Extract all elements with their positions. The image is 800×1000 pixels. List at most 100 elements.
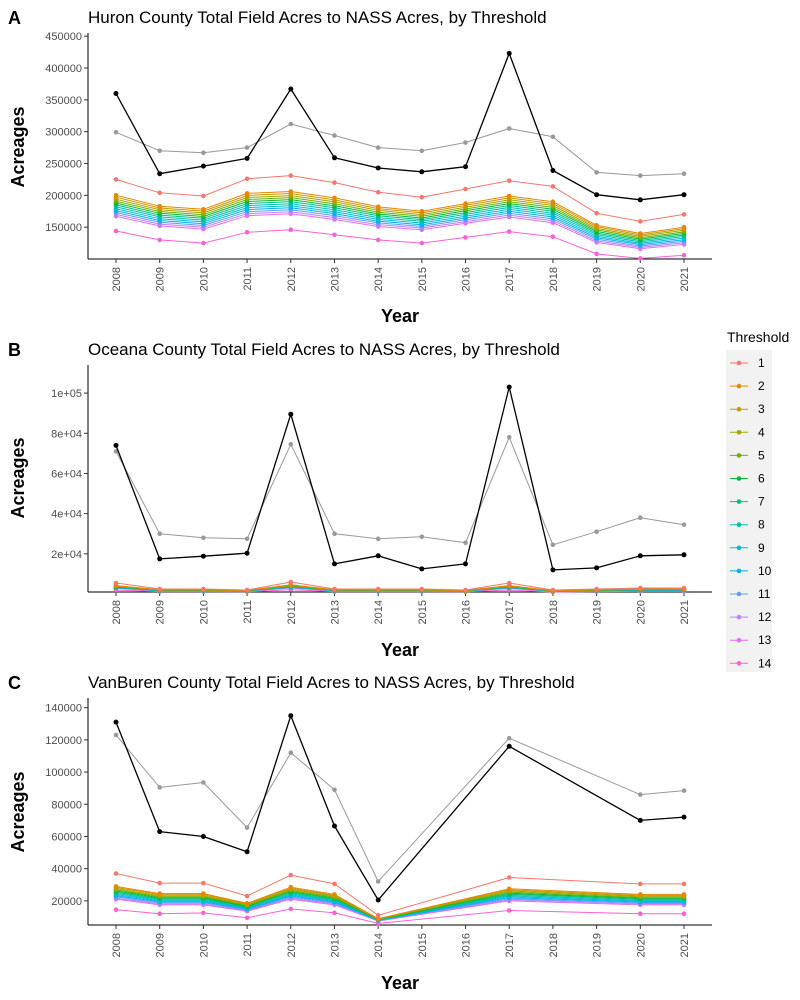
threshold-2-series-point: [201, 891, 206, 896]
x-tick-label: 2012: [286, 267, 298, 291]
gray-series-point: [288, 750, 294, 755]
black-series-point: [332, 561, 337, 567]
x-tick-label: 2010: [198, 267, 210, 291]
threshold-1-series-point: [506, 875, 512, 880]
threshold-2-series-line: [115, 885, 684, 920]
gray-series-point: [157, 785, 162, 790]
black-series-point: [332, 823, 337, 829]
legend-key-point: [736, 637, 742, 643]
legend-key-point: [736, 499, 742, 504]
x-tick-label: 2019: [592, 267, 604, 291]
threshold-1-series-point: [550, 587, 556, 593]
black-series-point: [419, 169, 425, 175]
y-tick-label: 6e+04: [51, 468, 82, 480]
gray-series-point: [201, 150, 206, 155]
black-series-point: [550, 168, 556, 173]
gray-series-line: [115, 734, 685, 882]
black-series-point: [681, 552, 687, 558]
black-series-line: [115, 715, 685, 901]
x-tick-label: 2010: [198, 933, 210, 957]
threshold-1-series-point: [681, 585, 687, 591]
threshold-14-series-point: [638, 911, 643, 916]
black-series-point: [200, 834, 206, 839]
threshold-9-series-line: [115, 205, 685, 244]
x-tick-label: 2018: [548, 933, 560, 957]
y-axis-label-huron: Acreages: [8, 106, 28, 187]
legend-key-point: [736, 568, 742, 574]
black-series-point: [375, 165, 381, 171]
threshold-2-series-point: [550, 199, 556, 204]
gray-series-point: [332, 133, 337, 138]
gray-series-point: [375, 879, 381, 884]
threshold-2-series-point: [288, 189, 294, 194]
black-series: [113, 50, 687, 203]
x-tick-label: 2016: [461, 600, 473, 624]
gray-series: [113, 121, 687, 178]
threshold-8-series-line: [115, 892, 684, 921]
threshold-2-series-point: [113, 193, 119, 198]
x-tick-label: 2018: [548, 600, 560, 624]
threshold-1-series-point: [288, 173, 294, 178]
gray-series-point: [419, 534, 425, 540]
threshold-2-series-point: [244, 901, 250, 906]
threshold-14-series-point: [157, 911, 162, 916]
x-tick-label: 2021: [679, 933, 691, 957]
threshold-14-series-point: [157, 237, 162, 243]
threshold-2-series: [113, 884, 687, 921]
x-tick-label: 2011: [242, 933, 254, 957]
threshold-1-series-point: [463, 587, 468, 593]
x-tick-label: 2015: [417, 600, 429, 624]
threshold-2-series-point: [506, 193, 512, 199]
x-tick-label: 2015: [417, 267, 429, 291]
x-tick-label: 2017: [504, 600, 516, 624]
threshold-12-series-line: [115, 897, 684, 922]
legend-entry-label: 9: [758, 541, 765, 555]
threshold-5-series-line: [115, 889, 684, 920]
threshold-1-series-point: [681, 212, 687, 217]
threshold-2-series-point: [332, 892, 337, 897]
threshold-1-series-point: [681, 881, 687, 887]
legend-entry-label: 7: [758, 495, 765, 509]
threshold-14-series-point: [201, 240, 206, 246]
threshold-1-series: [113, 871, 687, 918]
gray-series-point: [550, 134, 556, 140]
threshold-2-series-point: [288, 884, 294, 890]
threshold-14-series-line: [115, 908, 684, 924]
y-tick-label: 120000: [45, 735, 82, 747]
gray-series-point: [681, 171, 687, 176]
x-tick-label: 2019: [592, 933, 604, 957]
legend-key-point: [736, 383, 742, 389]
threshold-10-series-line: [115, 895, 684, 921]
y-tick-label: 60000: [51, 831, 82, 843]
black-series-point: [637, 817, 643, 823]
x-tick-label: 2016: [461, 933, 473, 957]
y-tick-label: 8e+04: [51, 428, 82, 440]
threshold-6-series-line: [115, 890, 684, 920]
gray-series-point: [288, 442, 294, 447]
gray-series-point: [419, 148, 425, 154]
threshold-2-series-point: [681, 224, 687, 230]
y-tick-label: 150000: [45, 222, 82, 234]
black-series-point: [332, 155, 337, 161]
gray-series-point: [681, 788, 687, 793]
y-tick-label: 250000: [45, 159, 82, 171]
gray-series-point: [594, 170, 599, 175]
threshold-7-series-line: [115, 201, 685, 241]
x-tick-label: 2008: [111, 267, 123, 291]
legend-entry-label: 13: [758, 633, 772, 647]
black-series: [113, 384, 687, 573]
threshold-2-series-point: [375, 204, 381, 210]
threshold-14-series-line: [115, 589, 684, 593]
threshold-1-series-point: [594, 586, 599, 592]
y-tick-label: 40000: [51, 864, 82, 876]
legend-entry-label: 1: [758, 356, 765, 370]
gray-series-point: [332, 787, 337, 793]
y-tick-label: 4e+04: [51, 509, 82, 521]
gray-series-point: [375, 536, 381, 542]
legend-key-point: [736, 360, 742, 366]
threshold-1-series-point: [157, 190, 162, 196]
black-series-point: [157, 556, 163, 562]
gray-series-point: [506, 126, 512, 131]
threshold-2-series-line: [115, 584, 684, 592]
